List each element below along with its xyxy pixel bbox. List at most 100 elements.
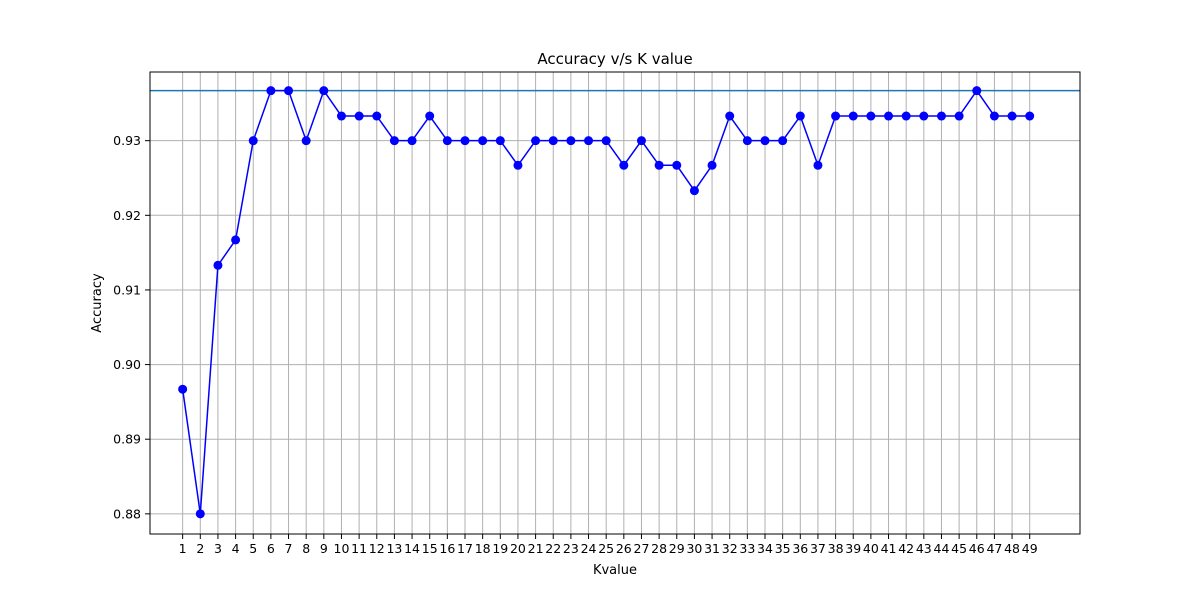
x-tick-label: 13: [386, 541, 402, 556]
tick-layer: 1 2 3 4 5 6 7 8 9 10 11 12 13 14 15 16 17 18 19 20 21 22 23 24 2…: [113, 133, 1038, 556]
data-point-k-18: [478, 136, 488, 146]
data-point-k-12: [372, 111, 382, 121]
data-point-k-45: [954, 111, 964, 121]
data-point-k-5: [248, 136, 258, 146]
y-tick-label: 0.89: [113, 432, 141, 447]
plot-area: [150, 72, 1080, 534]
y-axis-label: Accuracy: [90, 273, 105, 333]
data-point-k-3: [213, 260, 223, 270]
x-axis-label: Kvalue: [593, 563, 637, 578]
data-point-k-17: [460, 136, 470, 146]
x-tick-label: 32: [722, 541, 738, 556]
data-point-k-13: [389, 136, 399, 146]
x-tick-label: 26: [616, 541, 632, 556]
data-point-k-28: [654, 160, 664, 170]
data-point-k-20: [513, 160, 523, 170]
data-point-k-1: [178, 384, 188, 394]
data-point-k-32: [725, 111, 735, 121]
data-point-k-23: [566, 136, 576, 146]
data-point-k-35: [778, 136, 788, 146]
data-point-k-15: [425, 111, 435, 121]
data-point-k-30: [689, 186, 699, 196]
x-tick-label: 21: [528, 541, 544, 556]
x-tick-label: 16: [439, 541, 455, 556]
x-tick-label: 45: [951, 541, 967, 556]
x-tick-label: 46: [969, 541, 985, 556]
x-tick-label: 19: [492, 541, 508, 556]
data-point-k-40: [866, 111, 876, 121]
data-point-k-38: [831, 111, 841, 121]
data-point-k-25: [601, 136, 611, 146]
y-tick-label: 0.92: [113, 208, 141, 223]
data-point-k-39: [848, 111, 858, 121]
x-tick-label: 48: [1004, 541, 1020, 556]
x-tick-label: 23: [563, 541, 579, 556]
y-tick-label: 0.88: [113, 506, 141, 521]
x-tick-label: 41: [881, 541, 897, 556]
x-tick-label: 3: [214, 541, 222, 556]
data-point-k-31: [707, 160, 717, 170]
x-tick-label: 36: [792, 541, 808, 556]
data-point-k-47: [989, 111, 999, 121]
x-tick-label: 4: [232, 541, 240, 556]
x-tick-label: 42: [898, 541, 914, 556]
x-tick-label: 11: [351, 541, 367, 556]
x-tick-label: 15: [422, 541, 438, 556]
data-point-k-16: [442, 136, 452, 146]
data-point-k-43: [919, 111, 929, 121]
x-tick-label: 35: [775, 541, 791, 556]
data-point-k-8: [301, 136, 311, 146]
data-point-k-42: [901, 111, 911, 121]
x-tick-label: 30: [686, 541, 702, 556]
data-point-k-21: [531, 136, 541, 146]
x-tick-label: 38: [828, 541, 844, 556]
data-point-k-49: [1025, 111, 1035, 121]
data-point-k-14: [407, 136, 417, 146]
x-tick-label: 49: [1022, 541, 1038, 556]
x-tick-label: 47: [986, 541, 1002, 556]
axes-frame: [149, 71, 1081, 535]
x-tick-label: 20: [510, 541, 526, 556]
x-tick-label: 8: [302, 541, 310, 556]
data-point-k-19: [495, 136, 505, 146]
data-point-k-36: [795, 111, 805, 121]
data-point-k-48: [1007, 111, 1017, 121]
y-tick-label: 0.93: [113, 133, 141, 148]
x-tick-label: 10: [334, 541, 350, 556]
x-tick-label: 5: [249, 541, 257, 556]
x-tick-label: 18: [475, 541, 491, 556]
x-tick-label: 40: [863, 541, 879, 556]
x-tick-label: 6: [267, 541, 275, 556]
data-point-k-27: [636, 136, 646, 146]
data-point-k-6: [266, 86, 276, 96]
x-tick-label: 7: [285, 541, 293, 556]
x-tick-label: 34: [757, 541, 773, 556]
x-tick-label: 29: [669, 541, 685, 556]
x-tick-label: 44: [934, 541, 950, 556]
x-tick-label: 28: [651, 541, 667, 556]
data-point-k-24: [584, 136, 594, 146]
grid-layer: [150, 72, 1080, 534]
x-tick-label: 37: [810, 541, 826, 556]
data-point-k-37: [813, 160, 823, 170]
x-tick-label: 43: [916, 541, 932, 556]
x-tick-label: 17: [457, 541, 473, 556]
data-point-k-29: [672, 160, 682, 170]
data-point-k-4: [231, 235, 241, 245]
data-point-k-10: [336, 111, 346, 121]
x-tick-label: 12: [369, 541, 385, 556]
data-point-k-9: [319, 86, 329, 96]
data-point-k-44: [936, 111, 946, 121]
x-tick-label: 33: [739, 541, 755, 556]
x-tick-label: 9: [320, 541, 328, 556]
data-point-k-11: [354, 111, 364, 121]
x-tick-label: 27: [634, 541, 650, 556]
y-tick-label: 0.90: [113, 357, 141, 372]
x-tick-label: 25: [598, 541, 614, 556]
x-tick-label: 2: [196, 541, 204, 556]
x-tick-label: 14: [404, 541, 420, 556]
x-tick-label: 39: [845, 541, 861, 556]
chart-title: Accuracy v/s K value: [537, 50, 692, 68]
data-point-k-2: [195, 509, 205, 519]
